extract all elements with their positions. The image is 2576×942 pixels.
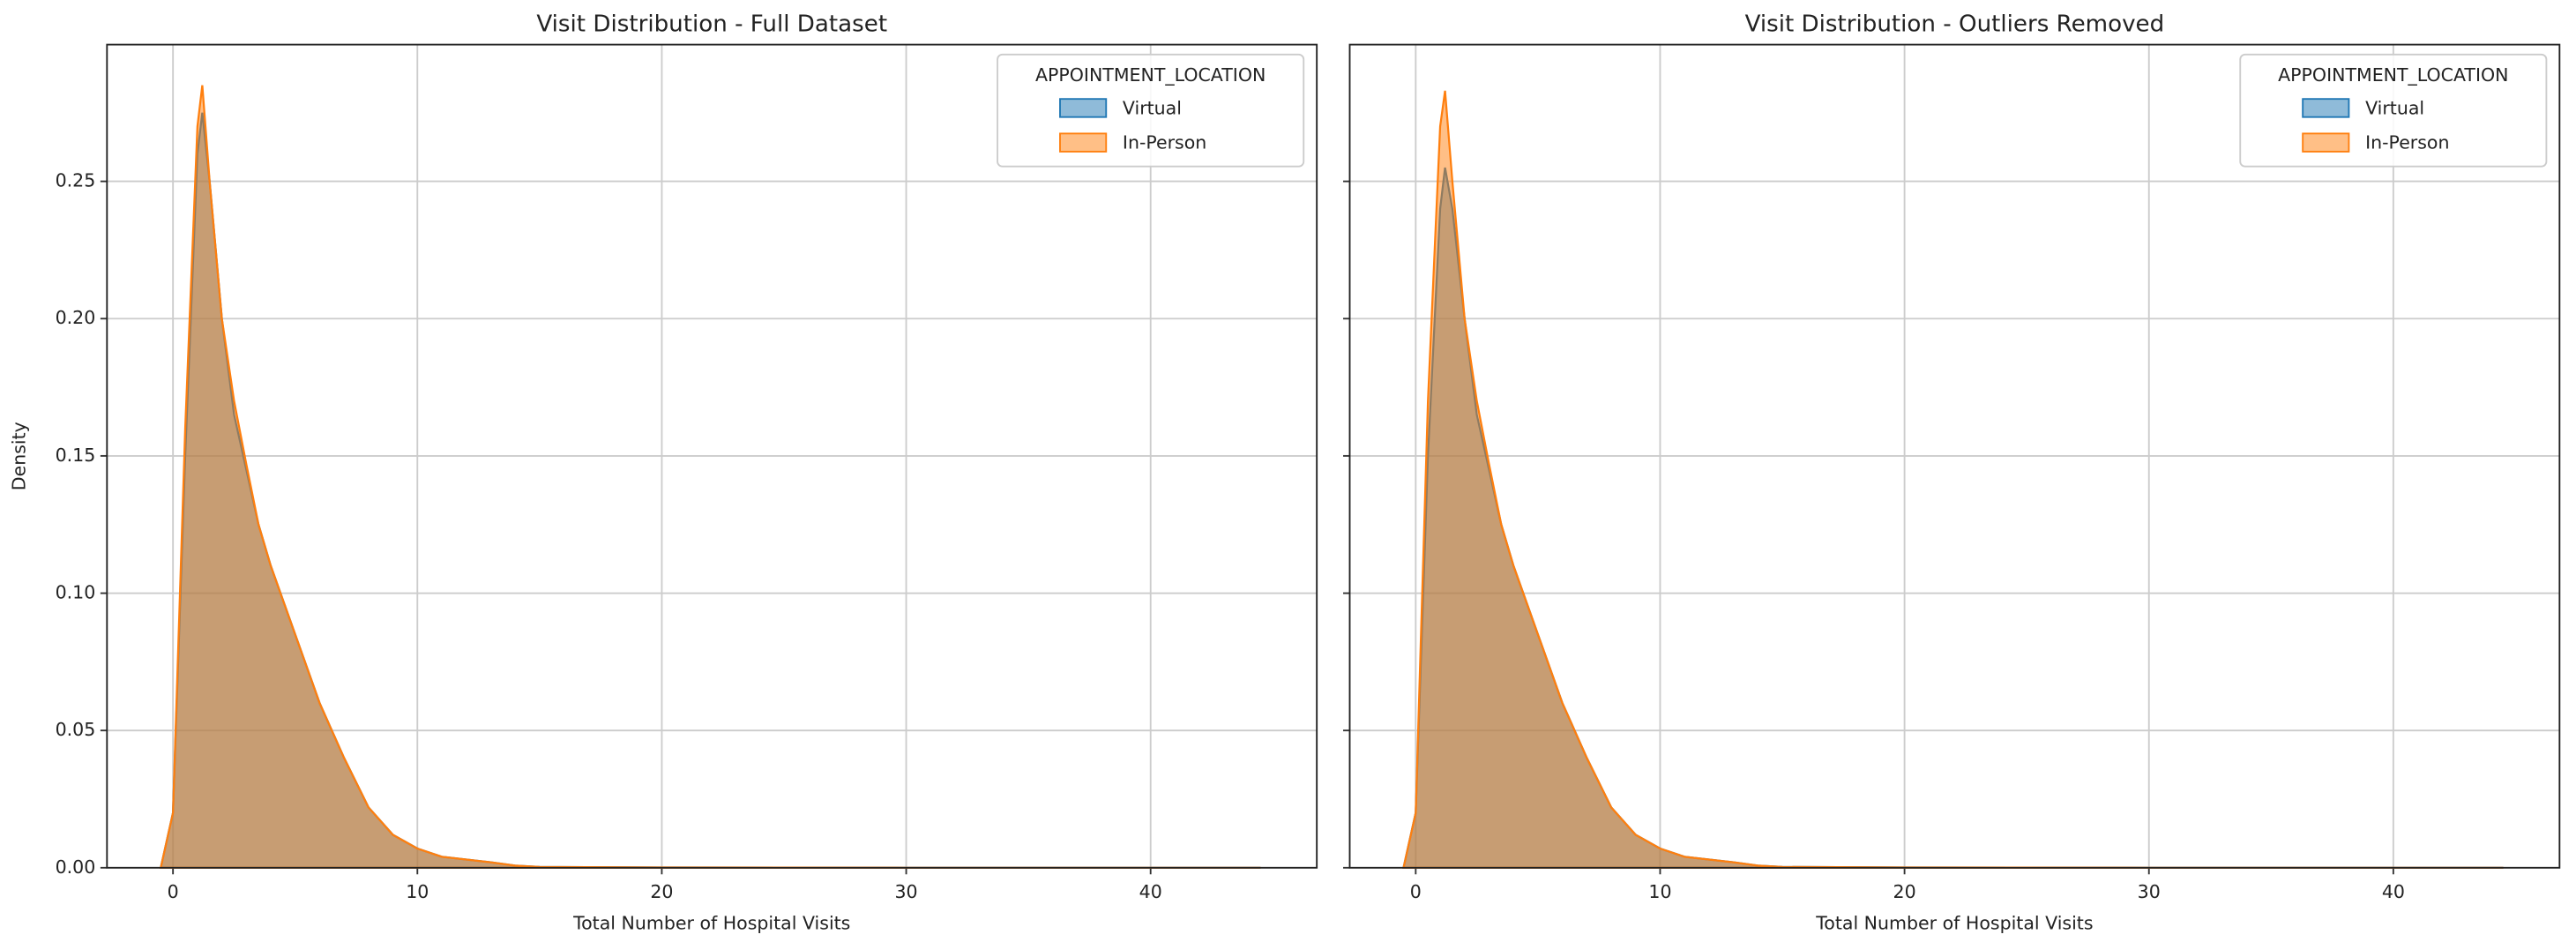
y-tick-label: 0.15 <box>56 445 96 466</box>
legend-title: APPOINTMENT_LOCATION <box>2278 64 2508 86</box>
x-tick-label: 40 <box>2382 881 2405 902</box>
x-tick-label: 20 <box>1893 881 1916 902</box>
legend-swatch <box>2302 132 2350 153</box>
plot-frame <box>106 43 1318 869</box>
x-tick-label: 0 <box>1410 881 1422 902</box>
y-tick-label: 0.10 <box>56 582 96 603</box>
legend-title: APPOINTMENT_LOCATION <box>1035 64 1266 86</box>
y-tick-label: 0.25 <box>56 170 96 191</box>
legend-swatch <box>1059 132 1108 153</box>
plot-frame <box>1348 43 2561 869</box>
legend: APPOINTMENT_LOCATION Virtual In-Person <box>997 53 1305 168</box>
legend-swatch <box>2302 98 2350 118</box>
y-tick-label: 0.00 <box>56 856 96 878</box>
x-tick-label: 10 <box>1648 881 1671 902</box>
x-tick-label: 10 <box>406 881 429 902</box>
x-tick-label: 30 <box>895 881 918 902</box>
legend-swatch <box>1059 98 1108 118</box>
x-tick-label: 40 <box>1139 881 1162 902</box>
y-axis-label: Density <box>8 422 29 490</box>
x-tick-label: 0 <box>168 881 179 902</box>
legend-label: In-Person <box>2365 132 2449 153</box>
chart-title: Visit Distribution - Outliers Removed <box>1745 11 2165 38</box>
legend-label: In-Person <box>1123 132 1206 153</box>
panel: 0 10 20 30 40 Visit Distribution - Outliers R… <box>1343 11 2561 933</box>
density-area <box>159 85 1261 869</box>
panel: 0.00 0.05 0.10 0.15 0.20 0.25 0 10 20 30 40 Visit D… <box>8 11 1318 933</box>
y-tick-label: 0.20 <box>56 307 96 328</box>
chart-title: Visit Distribution - Full Dataset <box>536 11 887 38</box>
legend-label: Virtual <box>2365 97 2424 118</box>
y-tick-label: 0.05 <box>56 719 96 740</box>
legend: APPOINTMENT_LOCATION Virtual In-Person <box>2239 53 2548 168</box>
x-tick-label: 30 <box>2138 881 2161 902</box>
density-area <box>1402 90 2504 869</box>
x-tick-label: 20 <box>650 881 673 902</box>
legend-label: Virtual <box>1123 97 1182 118</box>
x-axis-label: Total Number of Hospital Visits <box>572 912 850 933</box>
x-axis-label: Total Number of Hospital Visits <box>1815 912 2093 933</box>
